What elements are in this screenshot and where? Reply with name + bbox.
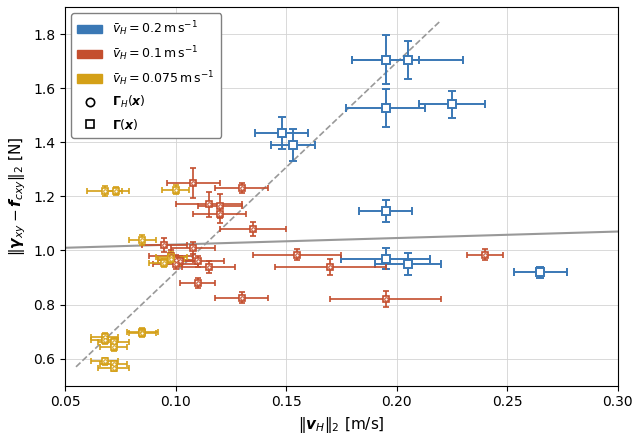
Y-axis label: $\|\boldsymbol{\gamma}_{xy} - \boldsymbol{f}_{cxy}\|_2$ [N]: $\|\boldsymbol{\gamma}_{xy} - \boldsymbo… xyxy=(7,137,28,256)
Legend: $\bar{v}_H = 0.2\,\mathrm{m\,s}^{-1}$, $\bar{v}_H = 0.1\,\mathrm{m\,s}^{-1}$, $\: $\bar{v}_H = 0.2\,\mathrm{m\,s}^{-1}$, $… xyxy=(71,13,221,138)
X-axis label: $\|\boldsymbol{v}_H\|_2$ [m/s]: $\|\boldsymbol{v}_H\|_2$ [m/s] xyxy=(298,415,385,435)
